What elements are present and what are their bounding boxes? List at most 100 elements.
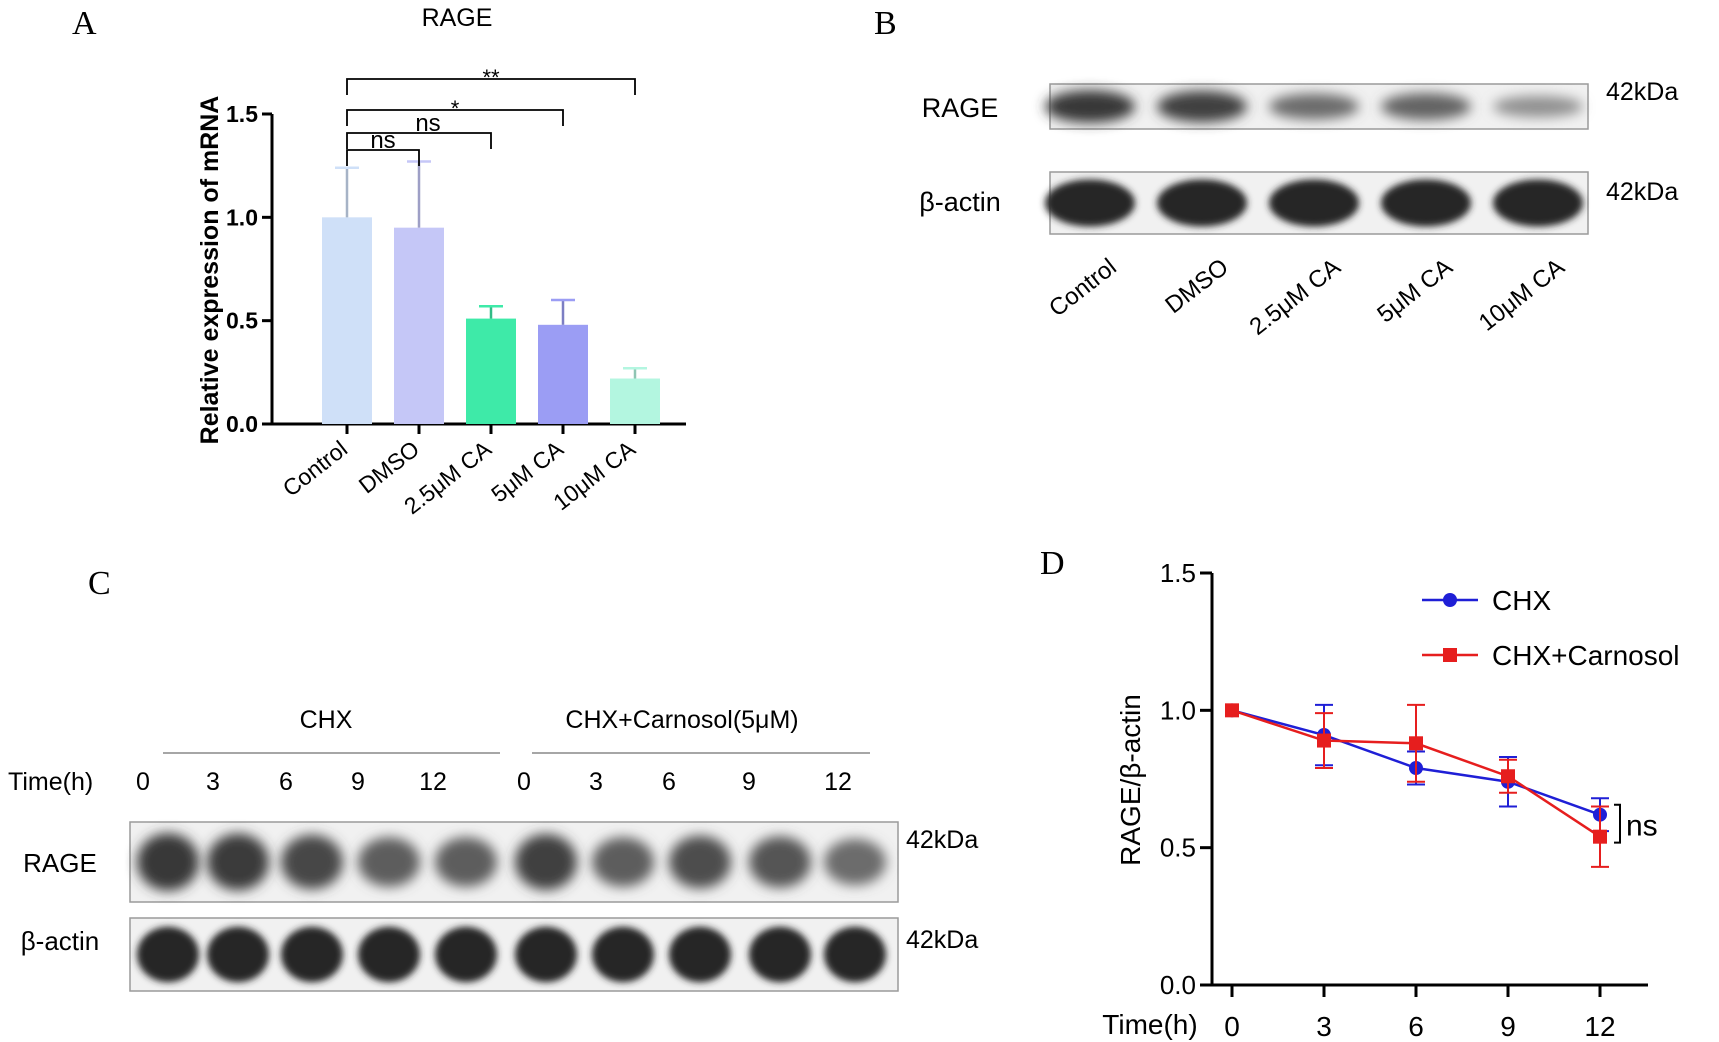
chart-title: RAGE bbox=[422, 4, 493, 32]
blot-band bbox=[515, 834, 577, 890]
panel-letter-c: C bbox=[88, 565, 111, 602]
significance-label: ns bbox=[370, 127, 395, 154]
blot-band bbox=[1381, 179, 1471, 227]
bar bbox=[394, 227, 444, 424]
blot-row-label: β-actin bbox=[919, 187, 1001, 217]
data-point bbox=[1501, 769, 1515, 784]
blot-band bbox=[1381, 93, 1471, 120]
x-tick-label: 0 bbox=[1224, 1011, 1240, 1042]
x-tick-label: Control bbox=[278, 435, 352, 501]
blot-band bbox=[207, 926, 269, 983]
legend-label: CHX bbox=[1492, 585, 1551, 616]
significance-label: ** bbox=[482, 65, 500, 90]
blot-band bbox=[207, 833, 269, 891]
panel-letter-a: A bbox=[72, 5, 97, 42]
x-tick-label: 10μM CA bbox=[548, 435, 640, 515]
time-value: 3 bbox=[589, 768, 603, 796]
bar bbox=[538, 324, 588, 424]
x-tick-label: 3 bbox=[1316, 1011, 1332, 1042]
x-tick-label: 12 bbox=[1584, 1011, 1615, 1042]
data-point bbox=[1225, 703, 1239, 718]
legend-marker bbox=[1443, 648, 1457, 662]
blot-size-label: 42kDa bbox=[906, 826, 978, 854]
blot-band bbox=[1157, 179, 1247, 227]
significance-bracket bbox=[346, 78, 636, 95]
western-blot-c: CHX CHX+Carnosol(5μM) Time(h) 0 3 6 9 12 0 3 6 9 12 R… bbox=[8, 706, 978, 992]
significance-label: * bbox=[451, 96, 460, 121]
blot-band bbox=[824, 838, 886, 886]
x-tick-label: 6 bbox=[1408, 1011, 1424, 1042]
blot-row-label: β-actin bbox=[21, 926, 100, 956]
blot-lane-label: 2.5μM CA bbox=[1245, 253, 1346, 340]
blot-row-label: RAGE bbox=[23, 848, 97, 878]
bar bbox=[466, 318, 516, 424]
blot-lane-label: Control bbox=[1044, 253, 1122, 322]
blot-band bbox=[669, 926, 731, 983]
blot-size-label: 42kDa bbox=[906, 926, 978, 954]
blot-band bbox=[435, 837, 497, 887]
blot-band bbox=[1157, 90, 1247, 123]
y-tick-label: 0.0 bbox=[1160, 970, 1196, 1000]
time-value: 12 bbox=[419, 768, 447, 796]
significance-label: ns bbox=[415, 110, 440, 137]
significance-bracket bbox=[346, 149, 420, 166]
blot-band bbox=[137, 926, 199, 983]
panel-letter-d: D bbox=[1040, 545, 1065, 582]
blot-band bbox=[515, 926, 577, 983]
y-axis-label: Relative expression of mRNA bbox=[196, 96, 224, 445]
significance-bracket bbox=[346, 109, 564, 126]
y-tick-label: 0.5 bbox=[226, 308, 258, 334]
blot-band bbox=[824, 926, 886, 983]
y-tick-label: 1.5 bbox=[1160, 558, 1196, 588]
western-blot-b: RAGE 42kDa β-actin 42kDa Control DMSO 2.5μM CA… bbox=[919, 78, 1678, 341]
data-point bbox=[1593, 829, 1607, 844]
legend-label: CHX+Carnosol bbox=[1492, 640, 1680, 671]
y-axis-label: RAGE/β-actin bbox=[1115, 694, 1146, 866]
y-tick-label: 1.0 bbox=[226, 204, 258, 230]
blot-size-label: 42kDa bbox=[1606, 78, 1678, 106]
time-value: 9 bbox=[351, 768, 365, 796]
time-value: 6 bbox=[662, 768, 676, 796]
blot-band bbox=[1045, 179, 1135, 227]
time-value: 0 bbox=[136, 768, 150, 796]
blot-band bbox=[1493, 179, 1583, 227]
significance-bracket bbox=[346, 132, 492, 149]
ns-bracket bbox=[1614, 803, 1621, 844]
blot-band bbox=[592, 926, 654, 983]
time-value: 12 bbox=[824, 768, 852, 796]
blot-lane-label: 5μM CA bbox=[1372, 253, 1457, 328]
y-tick-label: 1.0 bbox=[1160, 695, 1196, 725]
blot-band bbox=[358, 926, 420, 983]
y-tick-label: 1.5 bbox=[226, 101, 258, 127]
blot-band bbox=[358, 837, 420, 887]
time-value: 3 bbox=[206, 768, 220, 796]
blot-band bbox=[669, 835, 731, 889]
blot-band bbox=[137, 833, 199, 891]
time-value: 9 bbox=[742, 768, 756, 796]
blot-row-label: RAGE bbox=[922, 93, 999, 123]
blot-size-label: 42kDa bbox=[1606, 178, 1678, 206]
blot-band bbox=[749, 836, 811, 888]
blot-band bbox=[1269, 93, 1359, 120]
legend-marker bbox=[1443, 593, 1457, 607]
blot-band bbox=[1045, 90, 1135, 123]
blot-band bbox=[1493, 95, 1583, 118]
blot-band bbox=[281, 834, 343, 890]
blot-band bbox=[281, 926, 343, 983]
y-tick-label: 0.5 bbox=[1160, 833, 1196, 863]
blot-band bbox=[435, 926, 497, 983]
time-value: 6 bbox=[279, 768, 293, 796]
time-label: Time(h) bbox=[8, 768, 93, 796]
blot-band bbox=[592, 837, 654, 887]
time-value: 0 bbox=[517, 768, 531, 796]
blot-band bbox=[1269, 179, 1359, 227]
group-label-chx-carnosol: CHX+Carnosol(5μM) bbox=[565, 706, 798, 734]
group-label-chx: CHX bbox=[300, 706, 353, 734]
data-point bbox=[1409, 736, 1423, 751]
data-point bbox=[1317, 733, 1331, 748]
x-tick-label: 9 bbox=[1500, 1011, 1516, 1042]
bar bbox=[322, 217, 372, 424]
y-tick-label: 0.0 bbox=[226, 411, 258, 437]
line-chart-rage-actin: 0.0 0.5 1.0 1.5 RAGE/β-actin 0 3 6 9 12 Time(h) ns C… bbox=[1102, 558, 1679, 1042]
